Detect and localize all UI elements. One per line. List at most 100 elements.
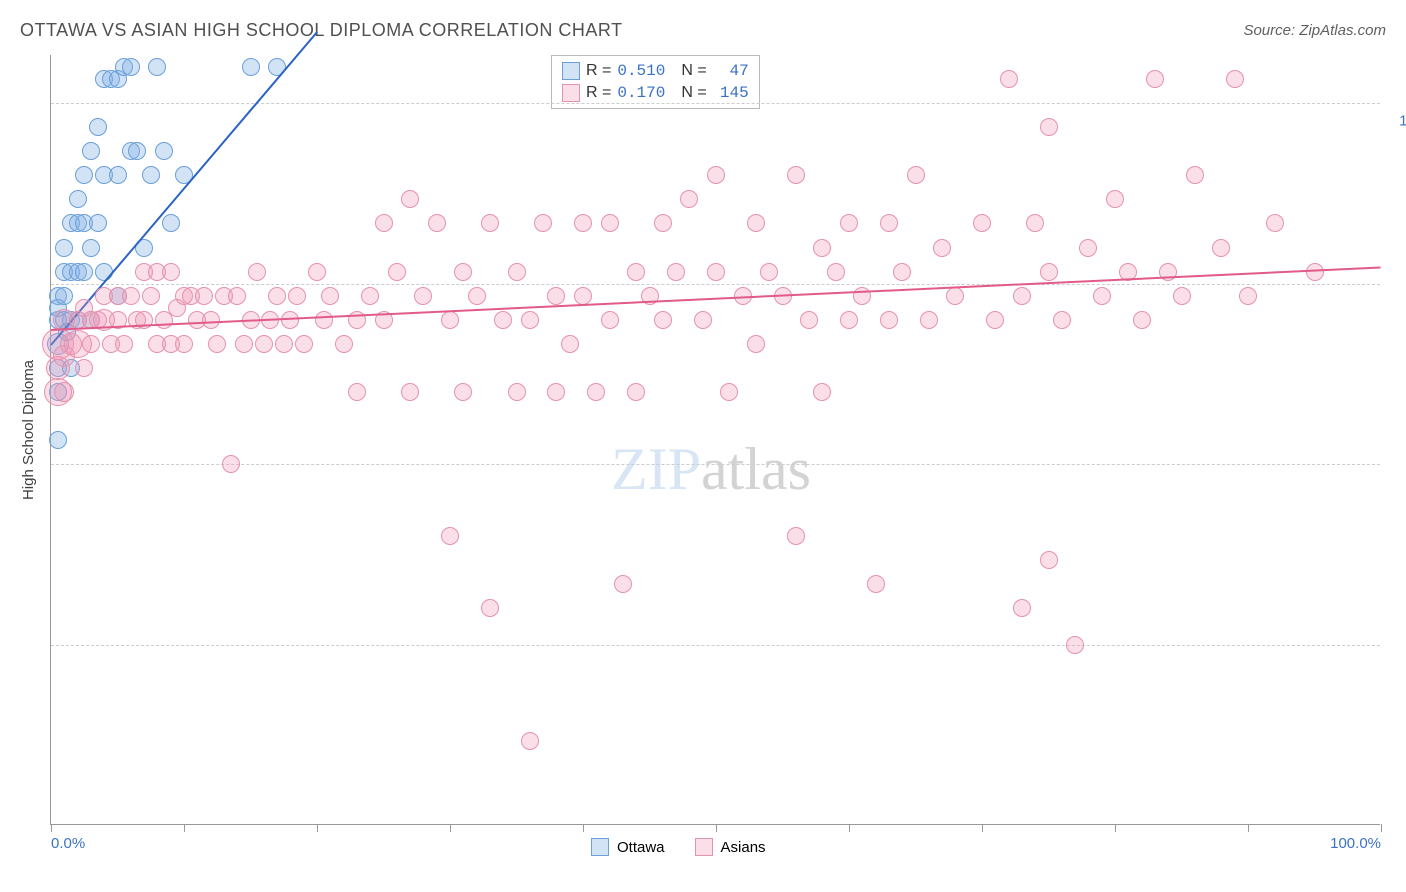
data-point bbox=[720, 383, 738, 401]
data-point bbox=[321, 287, 339, 305]
data-point bbox=[601, 311, 619, 329]
data-point bbox=[521, 311, 539, 329]
y-tick-label: 77.5% bbox=[1390, 654, 1406, 671]
legend-label: Ottawa bbox=[617, 839, 665, 856]
data-point bbox=[840, 311, 858, 329]
data-point bbox=[55, 287, 73, 305]
data-point bbox=[1093, 287, 1111, 305]
data-point bbox=[69, 190, 87, 208]
legend-swatch bbox=[591, 838, 609, 856]
data-point bbox=[561, 335, 579, 353]
data-point bbox=[248, 263, 266, 281]
data-point bbox=[122, 58, 140, 76]
data-point bbox=[228, 287, 246, 305]
data-point bbox=[75, 166, 93, 184]
data-point bbox=[1026, 214, 1044, 232]
x-tick bbox=[450, 824, 451, 832]
data-point bbox=[268, 287, 286, 305]
data-point bbox=[867, 575, 885, 593]
data-point bbox=[494, 311, 512, 329]
y-tick-label: 92.5% bbox=[1390, 293, 1406, 310]
data-point bbox=[275, 335, 293, 353]
data-point bbox=[428, 214, 446, 232]
data-point bbox=[1000, 70, 1018, 88]
data-point bbox=[787, 527, 805, 545]
data-point bbox=[973, 214, 991, 232]
data-point bbox=[1040, 118, 1058, 136]
legend-label: Asians bbox=[721, 839, 766, 856]
data-point bbox=[468, 287, 486, 305]
data-point bbox=[787, 166, 805, 184]
data-point bbox=[148, 58, 166, 76]
data-point bbox=[1106, 190, 1124, 208]
data-point bbox=[601, 214, 619, 232]
data-point bbox=[747, 214, 765, 232]
data-point bbox=[627, 383, 645, 401]
legend-item: Ottawa bbox=[591, 838, 665, 856]
data-point bbox=[335, 335, 353, 353]
data-point bbox=[840, 214, 858, 232]
data-point bbox=[1239, 287, 1257, 305]
data-point bbox=[142, 166, 160, 184]
data-point bbox=[441, 311, 459, 329]
stat-label: R = bbox=[586, 84, 611, 102]
data-point bbox=[142, 287, 160, 305]
scatter-plot-area: ZIPatlas R =0.510N =47R =0.170N =145 Ott… bbox=[50, 55, 1380, 825]
stat-label: N = bbox=[681, 62, 706, 80]
data-point bbox=[222, 455, 240, 473]
data-point bbox=[813, 239, 831, 257]
x-tick bbox=[1248, 824, 1249, 832]
data-point bbox=[388, 263, 406, 281]
data-point bbox=[880, 214, 898, 232]
data-point bbox=[401, 383, 419, 401]
x-tick bbox=[317, 824, 318, 832]
data-point bbox=[827, 263, 845, 281]
data-point bbox=[907, 166, 925, 184]
r-value: 0.170 bbox=[617, 84, 665, 102]
data-point bbox=[55, 239, 73, 257]
data-point bbox=[1013, 287, 1031, 305]
data-point bbox=[195, 287, 213, 305]
data-point bbox=[680, 190, 698, 208]
data-point bbox=[401, 190, 419, 208]
data-point bbox=[1066, 636, 1084, 654]
x-tick-label: 0.0% bbox=[51, 835, 85, 852]
x-tick bbox=[982, 824, 983, 832]
legend-stat-row: R =0.510N =47 bbox=[562, 60, 749, 82]
stat-label: N = bbox=[681, 84, 706, 102]
data-point bbox=[361, 287, 379, 305]
chart-title: OTTAWA VS ASIAN HIGH SCHOOL DIPLOMA CORR… bbox=[20, 20, 623, 41]
data-point bbox=[202, 311, 220, 329]
data-point bbox=[255, 335, 273, 353]
data-point bbox=[1186, 166, 1204, 184]
gridline bbox=[51, 464, 1380, 465]
gridline bbox=[51, 103, 1380, 104]
data-point bbox=[614, 575, 632, 593]
data-point bbox=[747, 335, 765, 353]
data-point bbox=[348, 383, 366, 401]
data-point bbox=[1226, 70, 1244, 88]
data-point bbox=[893, 263, 911, 281]
gridline bbox=[51, 284, 1380, 285]
data-point bbox=[800, 311, 818, 329]
data-point bbox=[1053, 311, 1071, 329]
data-point bbox=[75, 263, 93, 281]
data-point bbox=[49, 431, 67, 449]
data-point bbox=[89, 118, 107, 136]
data-point bbox=[454, 383, 472, 401]
data-point bbox=[946, 287, 964, 305]
legend-stat-row: R =0.170N =145 bbox=[562, 82, 749, 104]
data-point bbox=[75, 359, 93, 377]
data-point bbox=[308, 263, 326, 281]
data-point bbox=[454, 263, 472, 281]
data-point bbox=[521, 732, 539, 750]
legend-item: Asians bbox=[695, 838, 766, 856]
data-point bbox=[162, 214, 180, 232]
data-point bbox=[1173, 287, 1191, 305]
source-attribution: Source: ZipAtlas.com bbox=[1243, 22, 1386, 39]
data-point bbox=[235, 335, 253, 353]
watermark: ZIPatlas bbox=[611, 435, 811, 504]
data-point bbox=[375, 214, 393, 232]
chart-header: OTTAWA VS ASIAN HIGH SCHOOL DIPLOMA CORR… bbox=[20, 20, 1386, 41]
data-point bbox=[1266, 214, 1284, 232]
